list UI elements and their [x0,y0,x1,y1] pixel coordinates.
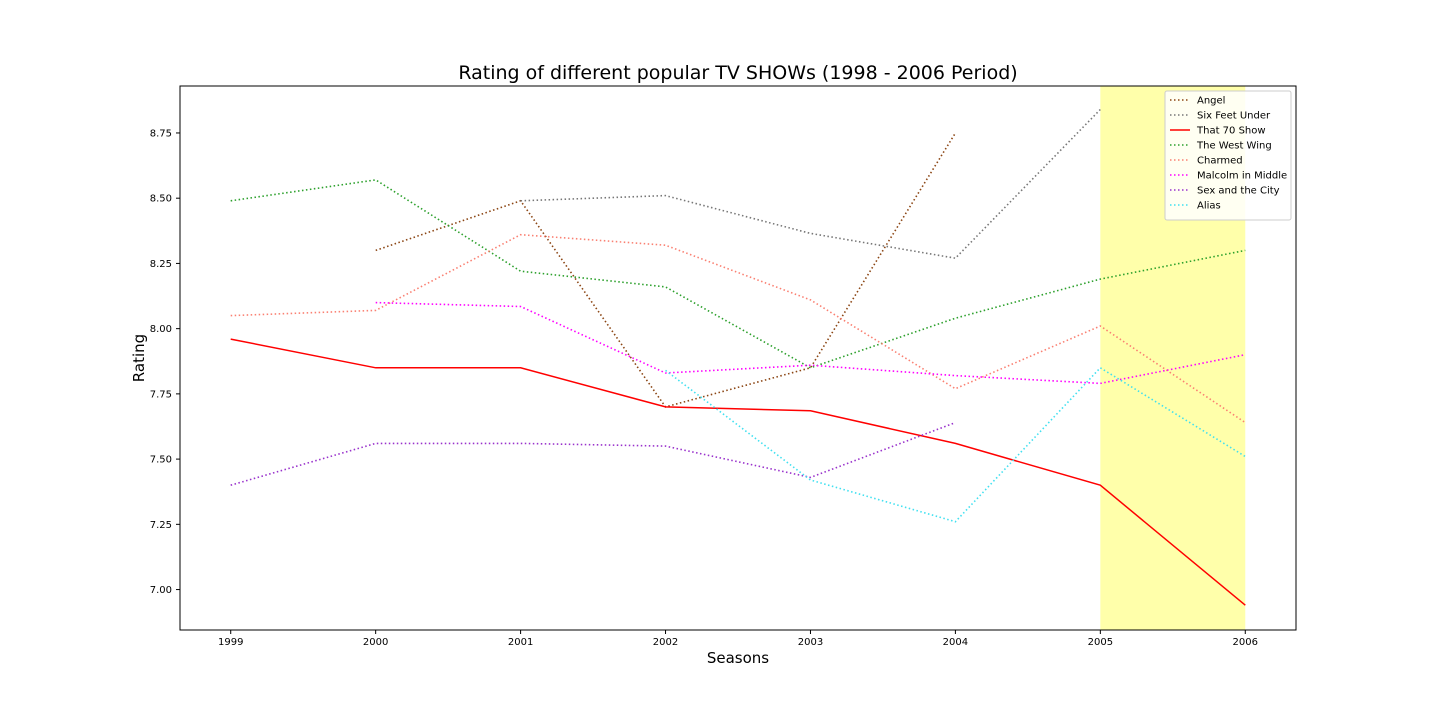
x-axis: 1999 2000 2001 2002 2003 2004 2005 2006 [218,630,1258,648]
x-tick-label: 2001 [508,637,533,648]
legend-label: Sex and the City [1197,186,1280,197]
series-line-2 [520,108,1101,260]
series-line-3 [230,338,1246,606]
x-tick-label: 2004 [943,637,968,648]
legend-label: Malcolm in Middle [1197,171,1287,182]
x-tick-label: 2006 [1233,637,1258,648]
legend-box [1164,90,1292,221]
y-axis: 7.00 7.25 7.50 7.75 8.00 8.25 8.50 8.75 [150,128,180,596]
y-tick-label: 8.75 [150,128,172,139]
y-tick-label: 8.25 [150,259,172,270]
legend-label: Alias [1197,201,1221,212]
series-line-5 [230,233,1246,424]
legend-label: Six Feet Under [1197,111,1271,122]
series-line-6 [375,301,1246,385]
x-tick-label: 1999 [218,637,243,648]
legend-label: Angel [1197,96,1225,107]
plot-frame [179,85,1297,631]
y-tick-label: 8.50 [150,194,172,205]
x-tick-label: 2000 [363,637,388,648]
x-tick-label: 2002 [653,637,678,648]
x-axis-label: Seasons [707,649,769,667]
series-layer [230,108,1246,606]
y-axis-label: Rating [130,334,148,382]
legend: Angel Six Feet Under That 70 Show The West … [1164,90,1292,221]
y-tick-label: 7.75 [150,389,172,400]
y-tick-label: 7.50 [150,455,172,466]
legend-label: That 70 Show [1196,126,1266,137]
series-line-8 [665,366,1246,523]
legend-label: The West Wing [1196,141,1272,152]
y-tick-label: 7.25 [150,520,172,531]
x-tick-label: 2005 [1088,637,1113,648]
chart-title: Rating of different popular TV SHOWs (19… [458,62,1017,84]
y-tick-label: 8.00 [150,324,172,335]
x-tick-label: 2003 [798,637,823,648]
y-tick-label: 7.00 [150,585,172,596]
series-line-7 [230,421,956,486]
legend-label: Charmed [1197,156,1243,167]
